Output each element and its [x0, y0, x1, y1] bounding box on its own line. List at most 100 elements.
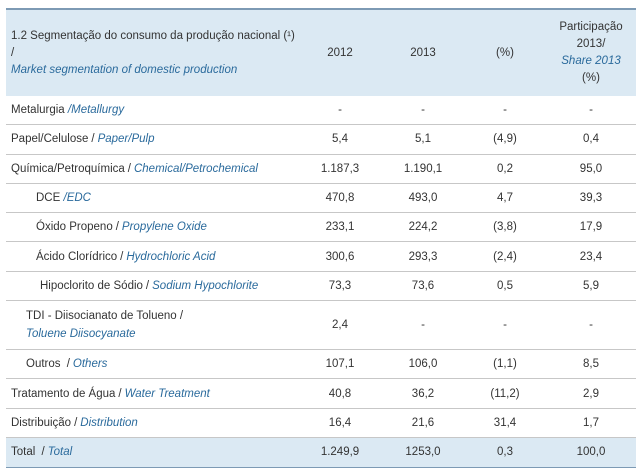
- label-en: Hydrochloric Acid: [126, 250, 216, 263]
- label-en: Water Treatment: [124, 387, 210, 400]
- table-row-edc: DCE /EDC 470,8 493,0 4,7 39,3: [6, 183, 636, 214]
- cell-2012: 1.187,3: [298, 154, 382, 184]
- cell-share: 1,7: [546, 408, 636, 438]
- cell-pct: (1,1): [464, 349, 546, 380]
- cell-pct: (11,2): [464, 378, 546, 409]
- cell-2012: 233,1: [298, 212, 382, 243]
- cell-share: 23,4: [546, 241, 636, 272]
- total-2012: 1.249,9: [298, 437, 382, 468]
- cell-pct: (3,8): [464, 212, 546, 243]
- share-unit: (%): [582, 72, 600, 84]
- total-label: Total / Total: [6, 437, 298, 468]
- row-label: TDI - Diisocianato de Tolueno / Toluene D…: [6, 300, 298, 351]
- row-label: Ácido Clorídrico / Hydrochloric Acid: [6, 241, 298, 272]
- label-pt: DCE: [36, 192, 61, 205]
- row-label: Papel/Celulose / Paper/Pulp: [6, 124, 298, 155]
- cell-2012: 73,3: [298, 271, 382, 302]
- table-body: Metalurgia /Metallurgy - - - - Papel/Cel…: [6, 96, 636, 468]
- cell-share: -: [546, 96, 636, 126]
- label-en: Others: [72, 358, 108, 371]
- label-pt: Óxido Propeno: [36, 221, 113, 234]
- label-pt: Total: [11, 446, 36, 459]
- label-en: /Metallurgy: [67, 104, 125, 117]
- table-row-metallurgy: Metalurgia /Metallurgy - - - -: [6, 96, 636, 126]
- label-pt: Outros: [26, 358, 61, 371]
- row-label: Hipoclorito de Sódio / Sodium Hypochlorite: [6, 271, 298, 302]
- cell-share: 5,9: [546, 271, 636, 302]
- table-row-water-treatment: Tratamento de Água / Water Treatment 40,8 …: [6, 378, 636, 409]
- label-en: Chemical/Petrochemical: [133, 162, 258, 175]
- label-pt: Tratamento de Água: [11, 387, 116, 400]
- cell-2012: 470,8: [298, 183, 382, 214]
- table-row-paper-pulp: Papel/Celulose / Paper/Pulp 5,4 5,1 (4,9) …: [6, 124, 636, 155]
- cell-2012: 16,4: [298, 408, 382, 438]
- segmentation-table-container: 1.2 Segmentação do consumo da produção n…: [6, 8, 636, 468]
- cell-share: -: [546, 300, 636, 351]
- cell-share: 95,0: [546, 154, 636, 184]
- row-label: Outros / Others: [6, 349, 298, 380]
- col-pct-header: (%): [496, 47, 514, 59]
- label-en: Paper/Pulp: [97, 133, 155, 146]
- share-label-pt: Participação 2013/: [559, 21, 623, 50]
- cell-2012: 5,4: [298, 124, 382, 155]
- cell-share: 2,9: [546, 378, 636, 409]
- cell-share: 39,3: [546, 183, 636, 214]
- cell-2012: 107,1: [298, 349, 382, 380]
- total-pct: 0,3: [464, 437, 546, 468]
- cell-2013: 106,0: [382, 349, 464, 380]
- cell-2013: 5,1: [382, 124, 464, 155]
- cell-pct: 31,4: [464, 408, 546, 438]
- header-row: 1.2 Segmentação do consumo da produção n…: [6, 9, 636, 96]
- cell-2013: 73,6: [382, 271, 464, 302]
- table-title: 1.2 Segmentação do consumo da produção n…: [6, 9, 298, 96]
- label-en: /EDC: [63, 192, 91, 205]
- cell-2013: 36,2: [382, 378, 464, 409]
- row-label: Metalurgia /Metallurgy: [6, 96, 298, 126]
- table-row-hydrochloric-acid: Ácido Clorídrico / Hydrochloric Acid 300,6…: [6, 241, 636, 272]
- cell-2013: 224,2: [382, 212, 464, 243]
- cell-pct: -: [464, 300, 546, 351]
- label-pt: Hipoclorito de Sódio: [40, 279, 143, 292]
- cell-pct: -: [464, 96, 546, 126]
- label-pt: Química/Petroquímica: [11, 162, 125, 175]
- cell-2012: 2,4: [298, 300, 382, 351]
- label-en: Toluene Diisocyanate: [26, 328, 136, 341]
- label-pt: Ácido Clorídrico: [36, 250, 118, 263]
- cell-2013: 293,3: [382, 241, 464, 272]
- label-pt: Distribuição: [11, 416, 72, 429]
- label-en: Total: [47, 446, 73, 459]
- title-en: Market segmentation of domestic producti…: [11, 63, 238, 76]
- cell-share: 8,5: [546, 349, 636, 380]
- table-row-total: Total / Total 1.249,9 1253,0 0,3 100,0: [6, 437, 636, 468]
- table-row-tdi: TDI - Diisocianato de Tolueno / Toluene D…: [6, 300, 636, 351]
- row-label: Óxido Propeno / Propylene Oxide: [6, 212, 298, 243]
- cell-share: 0,4: [546, 124, 636, 155]
- cell-2013: 21,6: [382, 408, 464, 438]
- row-label: Química/Petroquímica / Chemical/Petrochemi…: [6, 154, 298, 184]
- table-row-chemical: Química/Petroquímica / Chemical/Petrochemi…: [6, 154, 636, 184]
- label-en: Distribution: [80, 416, 138, 429]
- share-label-en: Share 2013: [561, 55, 621, 67]
- cell-pct: 0,2: [464, 154, 546, 184]
- cell-pct: (2,4): [464, 241, 546, 272]
- table-row-others: Outros / Others 107,1 106,0 (1,1) 8,5: [6, 349, 636, 380]
- label-en: Propylene Oxide: [121, 221, 207, 234]
- total-2013: 1253,0: [382, 437, 464, 468]
- cell-pct: 0,5: [464, 271, 546, 302]
- cell-2013: 493,0: [382, 183, 464, 214]
- cell-2012: 300,6: [298, 241, 382, 272]
- label-en: Sodium Hypochlorite: [152, 279, 259, 292]
- segmentation-table: 1.2 Segmentação do consumo da produção n…: [6, 8, 636, 468]
- col-2013-header: 2013: [410, 47, 436, 59]
- row-label: DCE /EDC: [6, 183, 298, 214]
- cell-2012: 40,8: [298, 378, 382, 409]
- cell-pct: 4,7: [464, 183, 546, 214]
- cell-pct: (4,9): [464, 124, 546, 155]
- cell-2013: 1.190,1: [382, 154, 464, 184]
- table-header: 1.2 Segmentação do consumo da produção n…: [6, 9, 636, 96]
- cell-2013: -: [382, 96, 464, 126]
- col-2012-header: 2012: [327, 47, 353, 59]
- cell-share: 17,9: [546, 212, 636, 243]
- row-label: Distribuição / Distribution: [6, 408, 298, 438]
- cell-2012: -: [298, 96, 382, 126]
